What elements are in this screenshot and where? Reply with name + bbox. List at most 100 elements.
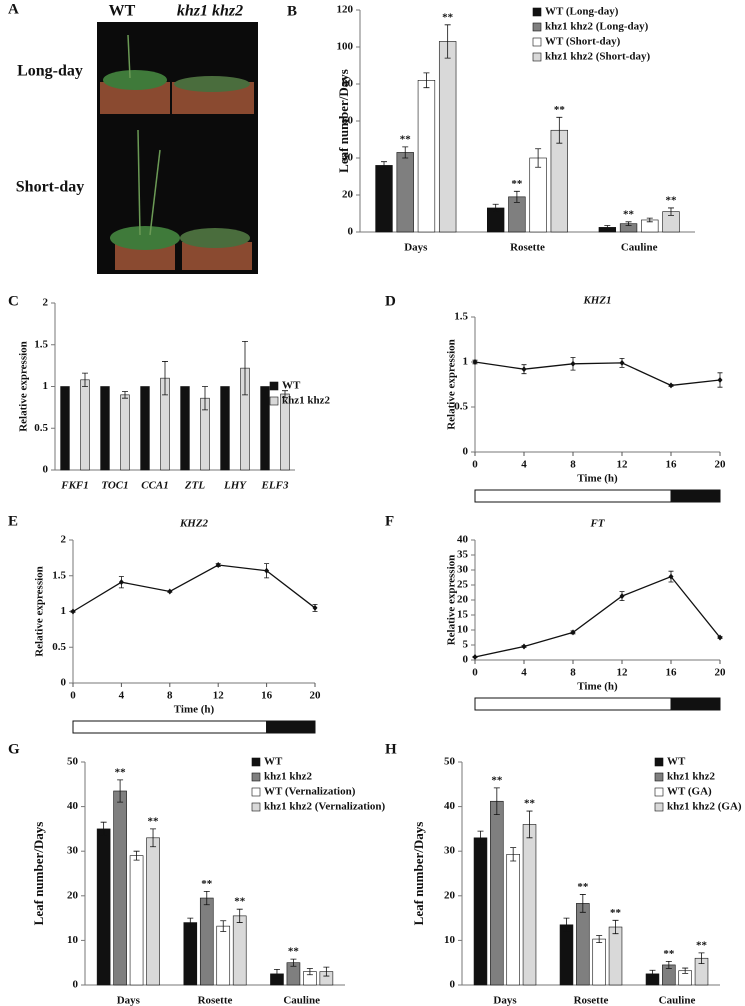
y-tick-label: 20: [342, 189, 354, 201]
line: [72, 564, 316, 613]
bar: [220, 386, 230, 471]
marker: [167, 588, 173, 595]
y-tick-label: 0: [348, 226, 354, 238]
x-axis-label: Time (h): [174, 704, 215, 716]
significance-label: **: [288, 946, 300, 958]
y-tick-label: 10: [457, 624, 469, 636]
marker: [619, 359, 625, 366]
y-tick-label: 1.5: [454, 311, 468, 323]
x-tick-label: 20: [715, 667, 727, 679]
significance-label: **: [524, 798, 536, 810]
y-axis-label: Leaf number/Days: [31, 822, 46, 926]
legend-swatch: [654, 787, 664, 797]
x-tick-label: ZTL: [184, 480, 205, 492]
x-tick-label: Days: [117, 995, 141, 1006]
significance-label: **: [400, 133, 412, 145]
stem: [149, 149, 161, 236]
error-bar: [510, 847, 517, 862]
legend-swatch: [532, 52, 542, 62]
marker: [668, 573, 674, 580]
marker: [521, 366, 527, 373]
x-tick-label: Days: [404, 242, 428, 254]
error-bar: [282, 390, 288, 398]
legend-label: WT: [264, 756, 283, 768]
bar: [129, 855, 144, 986]
x-tick-label: 12: [213, 690, 225, 702]
x-tick-label: 20: [715, 459, 727, 471]
x-tick-label: 0: [472, 459, 478, 471]
error-bar: [133, 850, 140, 861]
y-tick-label: 30: [444, 845, 456, 857]
significance-label: **: [115, 766, 127, 778]
dark-period: [670, 489, 721, 503]
error-bar: [82, 372, 88, 387]
legend-swatch: [654, 802, 664, 812]
error-bar: [100, 821, 107, 836]
x-tick-label: 0: [70, 690, 76, 702]
marker: [717, 634, 723, 641]
error-bar: [535, 148, 542, 168]
panel-letter: G: [8, 741, 20, 757]
legend-label: khz1 khz2 (Vernalization): [264, 801, 386, 813]
legend-swatch: [269, 381, 279, 391]
error-bar: [579, 894, 586, 913]
error-bar: [477, 830, 484, 845]
legend-swatch: [532, 37, 542, 47]
bar: [559, 924, 574, 986]
y-tick-label: 0: [463, 654, 469, 666]
error-bar: [646, 217, 653, 223]
photo-column-label: WT: [109, 3, 136, 20]
bar: [180, 386, 190, 471]
y-tick-label: 0: [463, 446, 469, 458]
legend-swatch: [532, 22, 542, 32]
y-tick-label: 40: [457, 534, 469, 546]
error-bar: [117, 779, 124, 803]
error-bar: [236, 908, 243, 923]
bar: [96, 828, 111, 986]
x-axis-label: Time (h): [577, 473, 618, 485]
y-tick-label: 25: [457, 579, 469, 591]
error-bar: [682, 967, 689, 974]
significance-label: **: [663, 948, 675, 960]
light-period: [474, 489, 672, 503]
chart-title: KHZ2: [179, 518, 209, 530]
error-bar: [381, 161, 388, 170]
bar: [183, 922, 198, 986]
legend-label: khz1 khz2: [264, 771, 312, 783]
marker: [619, 593, 625, 600]
significance-label: **: [234, 896, 246, 908]
y-tick-label: 20: [457, 594, 469, 606]
x-tick-label: 8: [570, 667, 576, 679]
bar: [550, 129, 569, 233]
bar: [473, 837, 488, 986]
y-tick-label: 10: [67, 934, 79, 946]
y-tick-label: 30: [67, 845, 79, 857]
y-tick-label: 1: [61, 605, 67, 617]
marker: [215, 562, 221, 569]
error-bar: [122, 391, 128, 399]
error-bar: [323, 966, 330, 977]
marker: [264, 567, 270, 574]
bar: [60, 386, 70, 471]
photo-row-label: Short-day: [16, 179, 84, 196]
error-bar: [203, 890, 210, 906]
rosette: [174, 76, 250, 92]
bar: [522, 824, 537, 986]
error-bar: [596, 935, 603, 944]
y-tick-label: 40: [444, 800, 456, 812]
y-tick-label: 20: [67, 889, 79, 901]
y-tick-label: 5: [463, 639, 469, 651]
marker: [472, 654, 478, 660]
y-tick-label: 100: [337, 41, 354, 53]
bar: [490, 800, 504, 986]
legend-swatch: [532, 7, 542, 17]
bar: [417, 80, 436, 233]
legend-label: WT: [667, 756, 686, 768]
y-tick-label: 20: [444, 889, 456, 901]
y-tick-label: 1: [463, 356, 469, 368]
legend-label: WT (GA): [667, 786, 712, 798]
error-bar: [306, 968, 313, 976]
bar: [113, 790, 127, 986]
x-tick-label: 8: [167, 690, 173, 702]
